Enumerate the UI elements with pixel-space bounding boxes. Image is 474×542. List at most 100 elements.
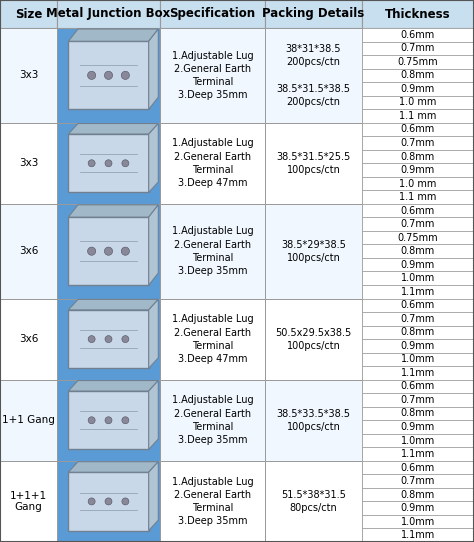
Text: 0.8mm: 0.8mm	[401, 152, 435, 162]
Polygon shape	[68, 380, 158, 391]
Bar	[0, 299, 57, 380]
Bar	[265, 0, 362, 28]
Bar	[362, 217, 474, 231]
Text: 0.8mm: 0.8mm	[401, 327, 435, 337]
Circle shape	[122, 498, 129, 505]
Polygon shape	[149, 205, 158, 285]
Bar	[362, 474, 474, 488]
Text: 0.7mm: 0.7mm	[401, 314, 435, 324]
Polygon shape	[68, 124, 158, 134]
Text: 0.75mm: 0.75mm	[398, 57, 438, 67]
Bar	[362, 447, 474, 461]
Text: 38.5*29*38.5
100pcs/ctn: 38.5*29*38.5 100pcs/ctn	[281, 240, 346, 263]
Circle shape	[104, 71, 113, 80]
Text: 0.9mm: 0.9mm	[401, 84, 435, 94]
Bar	[362, 177, 474, 190]
Bar	[362, 353, 474, 366]
Bar	[362, 434, 474, 447]
Bar	[362, 420, 474, 434]
Text: 50.5x29.5x38.5
100pcs/ctn: 50.5x29.5x38.5 100pcs/ctn	[275, 327, 352, 351]
Circle shape	[121, 247, 129, 255]
Bar	[362, 122, 474, 136]
Bar	[362, 136, 474, 150]
Text: 0.6mm: 0.6mm	[401, 463, 435, 473]
Bar	[68, 391, 149, 449]
Text: 1.0mm: 1.0mm	[401, 354, 435, 364]
Bar	[57, 204, 160, 299]
Text: 3x6: 3x6	[19, 246, 38, 256]
Bar	[57, 299, 160, 380]
Bar	[362, 82, 474, 95]
Bar	[362, 366, 474, 380]
Bar	[362, 515, 474, 528]
Bar	[362, 69, 474, 82]
Bar	[362, 528, 474, 542]
Text: 0.7mm: 0.7mm	[401, 476, 435, 486]
Circle shape	[88, 335, 95, 343]
Text: 1.Adjustable Lug
2.General Earth
Terminal
3.Deep 35mm: 1.Adjustable Lug 2.General Earth Termina…	[172, 476, 253, 526]
Bar	[160, 122, 265, 204]
Bar	[265, 204, 362, 299]
Text: 0.9mm: 0.9mm	[401, 165, 435, 175]
Bar	[160, 461, 265, 542]
Text: 3x6: 3x6	[19, 334, 38, 344]
Text: 3x3: 3x3	[19, 70, 38, 80]
Bar	[362, 272, 474, 285]
Bar	[68, 41, 149, 109]
Text: 1.1mm: 1.1mm	[401, 368, 435, 378]
Bar	[0, 204, 57, 299]
Text: 0.6mm: 0.6mm	[401, 125, 435, 134]
Text: 1.Adjustable Lug
2.General Earth
Terminal
3.Deep 35mm: 1.Adjustable Lug 2.General Earth Termina…	[172, 227, 253, 276]
Text: Size: Size	[15, 8, 42, 21]
Bar	[362, 42, 474, 55]
Bar	[362, 231, 474, 244]
Text: 0.75mm: 0.75mm	[398, 233, 438, 243]
Bar	[362, 55, 474, 69]
Text: 0.9mm: 0.9mm	[401, 422, 435, 432]
Circle shape	[105, 498, 112, 505]
Circle shape	[88, 247, 96, 255]
Text: 1.Adjustable Lug
2.General Earth
Terminal
3.Deep 35mm: 1.Adjustable Lug 2.General Earth Termina…	[172, 50, 253, 100]
Text: 0.7mm: 0.7mm	[401, 43, 435, 53]
Polygon shape	[149, 29, 158, 109]
Polygon shape	[68, 29, 158, 41]
Text: 1.Adjustable Lug
2.General Earth
Terminal
3.Deep 47mm: 1.Adjustable Lug 2.General Earth Termina…	[172, 314, 253, 364]
Bar	[362, 163, 474, 177]
Bar	[160, 380, 265, 461]
Bar	[265, 380, 362, 461]
Bar	[362, 326, 474, 339]
Text: Metal Junction Box: Metal Junction Box	[46, 8, 171, 21]
Bar	[362, 0, 474, 28]
Text: Specification: Specification	[169, 8, 255, 21]
Bar	[362, 285, 474, 299]
Polygon shape	[68, 299, 158, 310]
Bar	[160, 28, 265, 122]
Circle shape	[122, 335, 129, 343]
Circle shape	[88, 71, 96, 80]
Text: 1.Adjustable Lug
2.General Earth
Terminal
3.Deep 47mm: 1.Adjustable Lug 2.General Earth Termina…	[172, 138, 253, 188]
Text: 0.6mm: 0.6mm	[401, 30, 435, 40]
Text: 0.7mm: 0.7mm	[401, 138, 435, 148]
Bar	[0, 380, 57, 461]
Text: 38*31*38.5
200pcs/ctn

38.5*31.5*38.5
200pcs/ctn: 38*31*38.5 200pcs/ctn 38.5*31.5*38.5 200…	[276, 44, 350, 107]
Bar	[362, 299, 474, 312]
Text: 1.0mm: 1.0mm	[401, 517, 435, 527]
Polygon shape	[149, 124, 158, 192]
Bar	[362, 380, 474, 393]
Circle shape	[105, 417, 112, 424]
Text: 1.1 mm: 1.1 mm	[399, 111, 437, 121]
Bar	[362, 393, 474, 406]
Circle shape	[122, 417, 129, 424]
Bar	[362, 244, 474, 258]
Text: 1.0 mm: 1.0 mm	[399, 178, 437, 189]
Bar	[0, 28, 57, 122]
Text: 0.8mm: 0.8mm	[401, 489, 435, 500]
Polygon shape	[149, 299, 158, 369]
Text: 0.9mm: 0.9mm	[401, 341, 435, 351]
Bar	[265, 122, 362, 204]
Text: 38.5*33.5*38.5
100pcs/ctn: 38.5*33.5*38.5 100pcs/ctn	[276, 409, 350, 432]
Bar	[265, 299, 362, 380]
Bar	[362, 150, 474, 163]
Circle shape	[105, 160, 112, 167]
Bar	[0, 461, 57, 542]
